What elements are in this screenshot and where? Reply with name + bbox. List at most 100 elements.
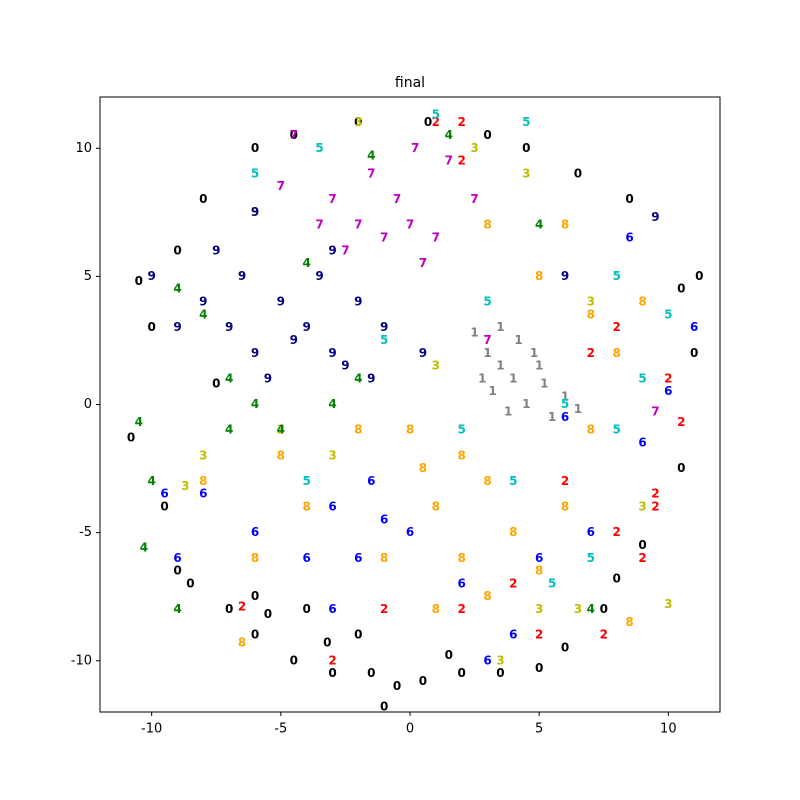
point-marker: 8 xyxy=(561,218,569,232)
point-marker: 9 xyxy=(277,295,285,309)
point-marker: 0 xyxy=(625,192,633,206)
point-marker: 1 xyxy=(530,346,538,360)
point-marker: 0 xyxy=(186,576,194,590)
point-marker: 8 xyxy=(625,615,633,629)
point-marker: 5 xyxy=(587,551,595,565)
point-marker: 2 xyxy=(457,115,465,129)
point-marker: 7 xyxy=(445,154,453,168)
point-marker: 7 xyxy=(354,218,362,232)
point-marker: 3 xyxy=(328,448,336,462)
point-marker: 2 xyxy=(664,371,672,385)
point-marker: 8 xyxy=(587,423,595,437)
point-marker: 6 xyxy=(160,487,168,501)
point-marker: 7 xyxy=(432,230,440,244)
point-marker: 5 xyxy=(380,333,388,347)
point-marker: 4 xyxy=(147,474,155,488)
point-marker: 0 xyxy=(251,628,259,642)
point-marker: 9 xyxy=(302,320,310,334)
point-marker: 2 xyxy=(651,500,659,514)
point-marker: 0 xyxy=(393,679,401,693)
point-marker: 8 xyxy=(251,551,259,565)
point-marker: 0 xyxy=(302,602,310,616)
point-marker: 0 xyxy=(225,602,233,616)
point-marker: 9 xyxy=(341,359,349,373)
point-marker: 5 xyxy=(548,576,556,590)
point-marker: 8 xyxy=(535,564,543,578)
point-marker: 9 xyxy=(328,243,336,257)
point-marker: 1 xyxy=(483,346,491,360)
point-marker: 9 xyxy=(380,320,388,334)
point-marker: 1 xyxy=(574,402,582,416)
point-marker: 2 xyxy=(677,415,685,429)
point-marker: 2 xyxy=(328,653,336,667)
point-marker: 7 xyxy=(483,333,491,347)
point-marker: 0 xyxy=(135,274,143,288)
point-marker: 0 xyxy=(677,461,685,475)
point-marker: 2 xyxy=(600,628,608,642)
point-marker: 7 xyxy=(380,230,388,244)
point-marker: 8 xyxy=(483,218,491,232)
point-marker: 8 xyxy=(483,474,491,488)
point-marker: 4 xyxy=(173,602,181,616)
point-marker: 8 xyxy=(432,500,440,514)
x-tick-label: 0 xyxy=(406,722,414,737)
point-marker: 8 xyxy=(406,423,414,437)
point-marker: 2 xyxy=(561,474,569,488)
point-marker: 0 xyxy=(535,661,543,675)
point-marker: 4 xyxy=(367,148,375,162)
chart-title: final xyxy=(395,75,425,91)
point-marker: 4 xyxy=(328,397,336,411)
point-marker: 1 xyxy=(522,397,530,411)
point-marker: 8 xyxy=(354,423,362,437)
point-marker: 8 xyxy=(277,448,285,462)
point-marker: 8 xyxy=(612,346,620,360)
point-marker: 8 xyxy=(238,635,246,649)
point-marker: 9 xyxy=(199,295,207,309)
point-marker: 0 xyxy=(695,269,703,283)
point-marker: 4 xyxy=(445,128,453,142)
x-tick-label: -10 xyxy=(141,722,162,737)
point-marker: 5 xyxy=(315,141,323,155)
point-marker: 7 xyxy=(315,218,323,232)
point-marker: 4 xyxy=(587,602,595,616)
point-marker: 9 xyxy=(264,371,272,385)
point-marker: 2 xyxy=(509,576,517,590)
point-marker: 6 xyxy=(509,628,517,642)
point-marker: 5 xyxy=(664,307,672,321)
point-marker: 6 xyxy=(173,551,181,565)
point-marker: 1 xyxy=(509,371,517,385)
point-marker: 0 xyxy=(690,346,698,360)
point-marker: 6 xyxy=(457,576,465,590)
point-marker: 8 xyxy=(535,269,543,283)
point-marker: 3 xyxy=(470,141,478,155)
point-marker: 0 xyxy=(380,699,388,713)
point-marker: 0 xyxy=(574,166,582,180)
point-marker: 6 xyxy=(561,410,569,424)
point-marker: 9 xyxy=(419,346,427,360)
point-marker: 3 xyxy=(199,448,207,462)
point-marker: 2 xyxy=(587,346,595,360)
point-marker: 9 xyxy=(651,210,659,224)
point-marker: 5 xyxy=(522,115,530,129)
point-marker: 6 xyxy=(664,384,672,398)
point-marker: 0 xyxy=(445,648,453,662)
point-marker: 9 xyxy=(173,320,181,334)
point-marker: 0 xyxy=(251,589,259,603)
point-marker: 5 xyxy=(612,423,620,437)
point-marker: 5 xyxy=(509,474,517,488)
point-marker: 0 xyxy=(677,282,685,296)
x-tick-label: -5 xyxy=(274,722,287,737)
point-marker: 8 xyxy=(561,500,569,514)
point-marker: 0 xyxy=(483,128,491,142)
point-marker: 0 xyxy=(600,602,608,616)
point-marker: 6 xyxy=(328,602,336,616)
point-marker: 0 xyxy=(354,115,362,129)
point-marker: 6 xyxy=(406,525,414,539)
point-marker: 8 xyxy=(419,461,427,475)
point-marker: 3 xyxy=(664,597,672,611)
point-marker: 2 xyxy=(612,525,620,539)
point-marker: 3 xyxy=(535,602,543,616)
point-marker: 2 xyxy=(638,551,646,565)
point-marker: 0 xyxy=(290,653,298,667)
